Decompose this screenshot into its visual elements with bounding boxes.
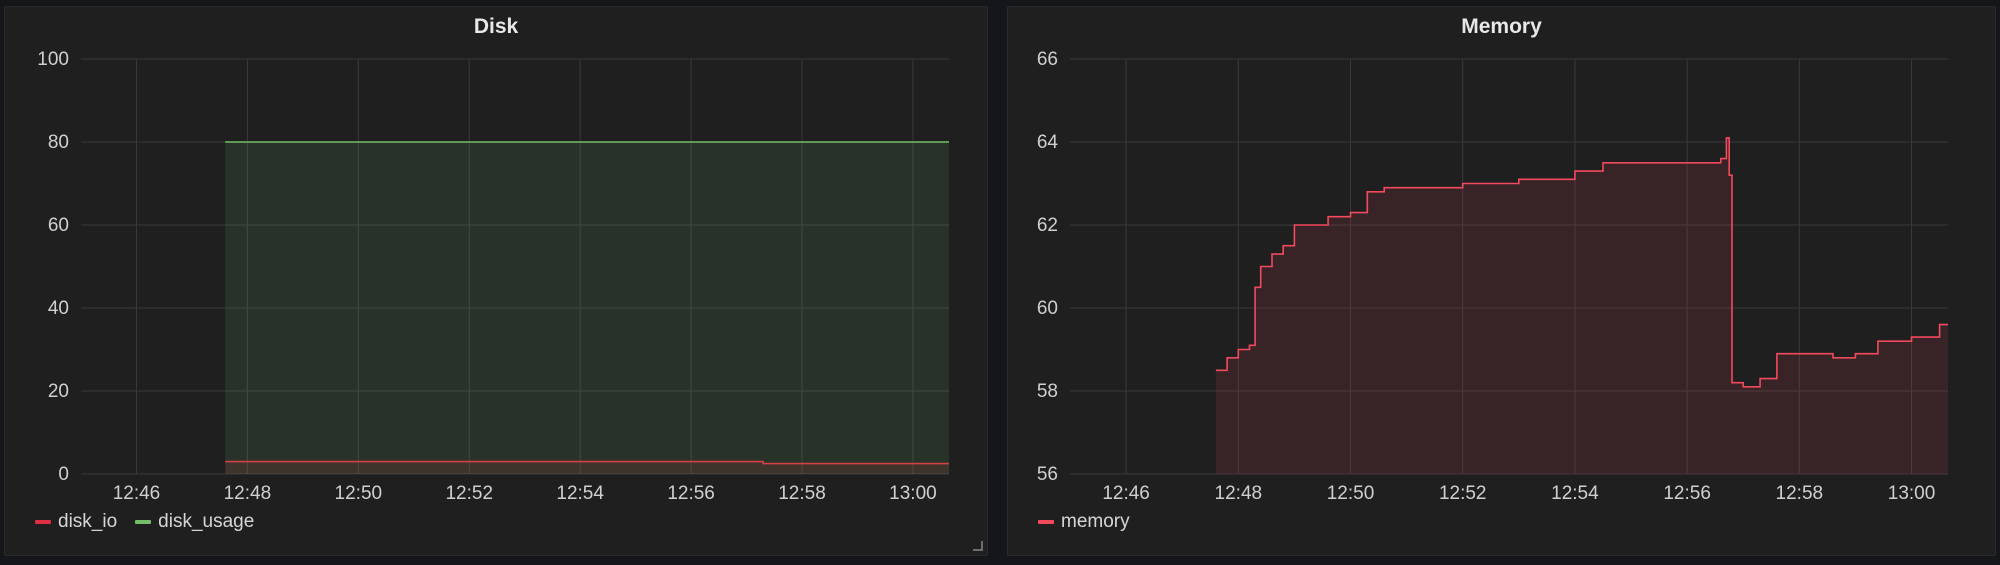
y-tick-label: 20	[48, 381, 69, 402]
series-line-memory	[1215, 137, 1948, 388]
y-tick-label: 80	[48, 132, 69, 153]
y-tick-label: 0	[58, 464, 69, 485]
y-tick-label: 60	[48, 215, 69, 236]
x-tick-label: 12:52	[1439, 483, 1487, 504]
x-tick-label: 12:56	[1663, 483, 1711, 504]
disk-legend: disk_io disk_usage	[35, 511, 254, 533]
y-tick-label: 66	[1037, 49, 1058, 70]
series-line-disk_io	[225, 460, 949, 465]
x-tick-label: 12:56	[667, 483, 715, 504]
disk-panel-title[interactable]: Disk	[473, 15, 519, 38]
legend-item-disk_io[interactable]: disk_io	[35, 511, 117, 533]
disk-chart: 0 20 40 60 80 100 12:46 12:48 12:50 12:52 12:54 12:…	[37, 49, 949, 504]
legend-label: memory	[1061, 511, 1130, 532]
x-tick-label: 12:58	[778, 483, 826, 504]
x-tick-label: 12:54	[556, 483, 604, 504]
disk-panel: Disk 0 20 40 60 80 100 12:46 12:48 12:50 12:52 12:…	[4, 6, 988, 556]
legend-item-memory[interactable]: memory	[1038, 511, 1130, 533]
resize-handle-icon[interactable]	[973, 541, 983, 551]
y-tick-label: 58	[1037, 381, 1058, 402]
x-tick-label: 12:58	[1776, 483, 1824, 504]
legend-swatch	[1038, 520, 1054, 524]
legend-swatch	[135, 520, 152, 524]
legend-item-disk_usage[interactable]: disk_usage	[135, 511, 254, 533]
series-area-disk_io	[225, 461, 949, 474]
y-tick-label: 100	[37, 49, 69, 70]
y-tick-label: 56	[1037, 464, 1058, 485]
y-tick-label: 40	[48, 298, 69, 319]
memory-panel-title[interactable]: Memory	[1461, 15, 1542, 38]
legend-swatch	[35, 520, 51, 524]
x-tick-label: 12:54	[1551, 483, 1599, 504]
memory-legend: memory	[1038, 511, 1130, 533]
x-tick-label: 12:48	[224, 483, 272, 504]
x-tick-label: 12:52	[445, 483, 493, 504]
memory-panel: Memory 56 58 60 62 64 66 12:46 12:48 12:50 12:52 1…	[1007, 6, 1996, 556]
legend-label: disk_io	[58, 511, 118, 532]
x-tick-label: 13:00	[1888, 483, 1936, 504]
x-tick-label: 12:46	[113, 483, 161, 504]
x-tick-label: 12:50	[335, 483, 383, 504]
x-tick-label: 12:50	[1327, 483, 1375, 504]
x-tick-label: 12:46	[1102, 483, 1150, 504]
legend-label: disk_usage	[158, 511, 255, 532]
x-tick-label: 13:00	[889, 483, 937, 504]
memory-chart: 56 58 60 62 64 66 12:46 12:48 12:50 12:52 12:54 12:…	[1037, 49, 1948, 504]
y-tick-label: 62	[1037, 215, 1058, 236]
series-area-memory	[1215, 137, 1948, 474]
y-tick-label: 60	[1037, 298, 1058, 319]
y-tick-label: 64	[1037, 132, 1059, 153]
series-area-disk_usage	[225, 142, 949, 474]
x-tick-label: 12:48	[1215, 483, 1263, 504]
